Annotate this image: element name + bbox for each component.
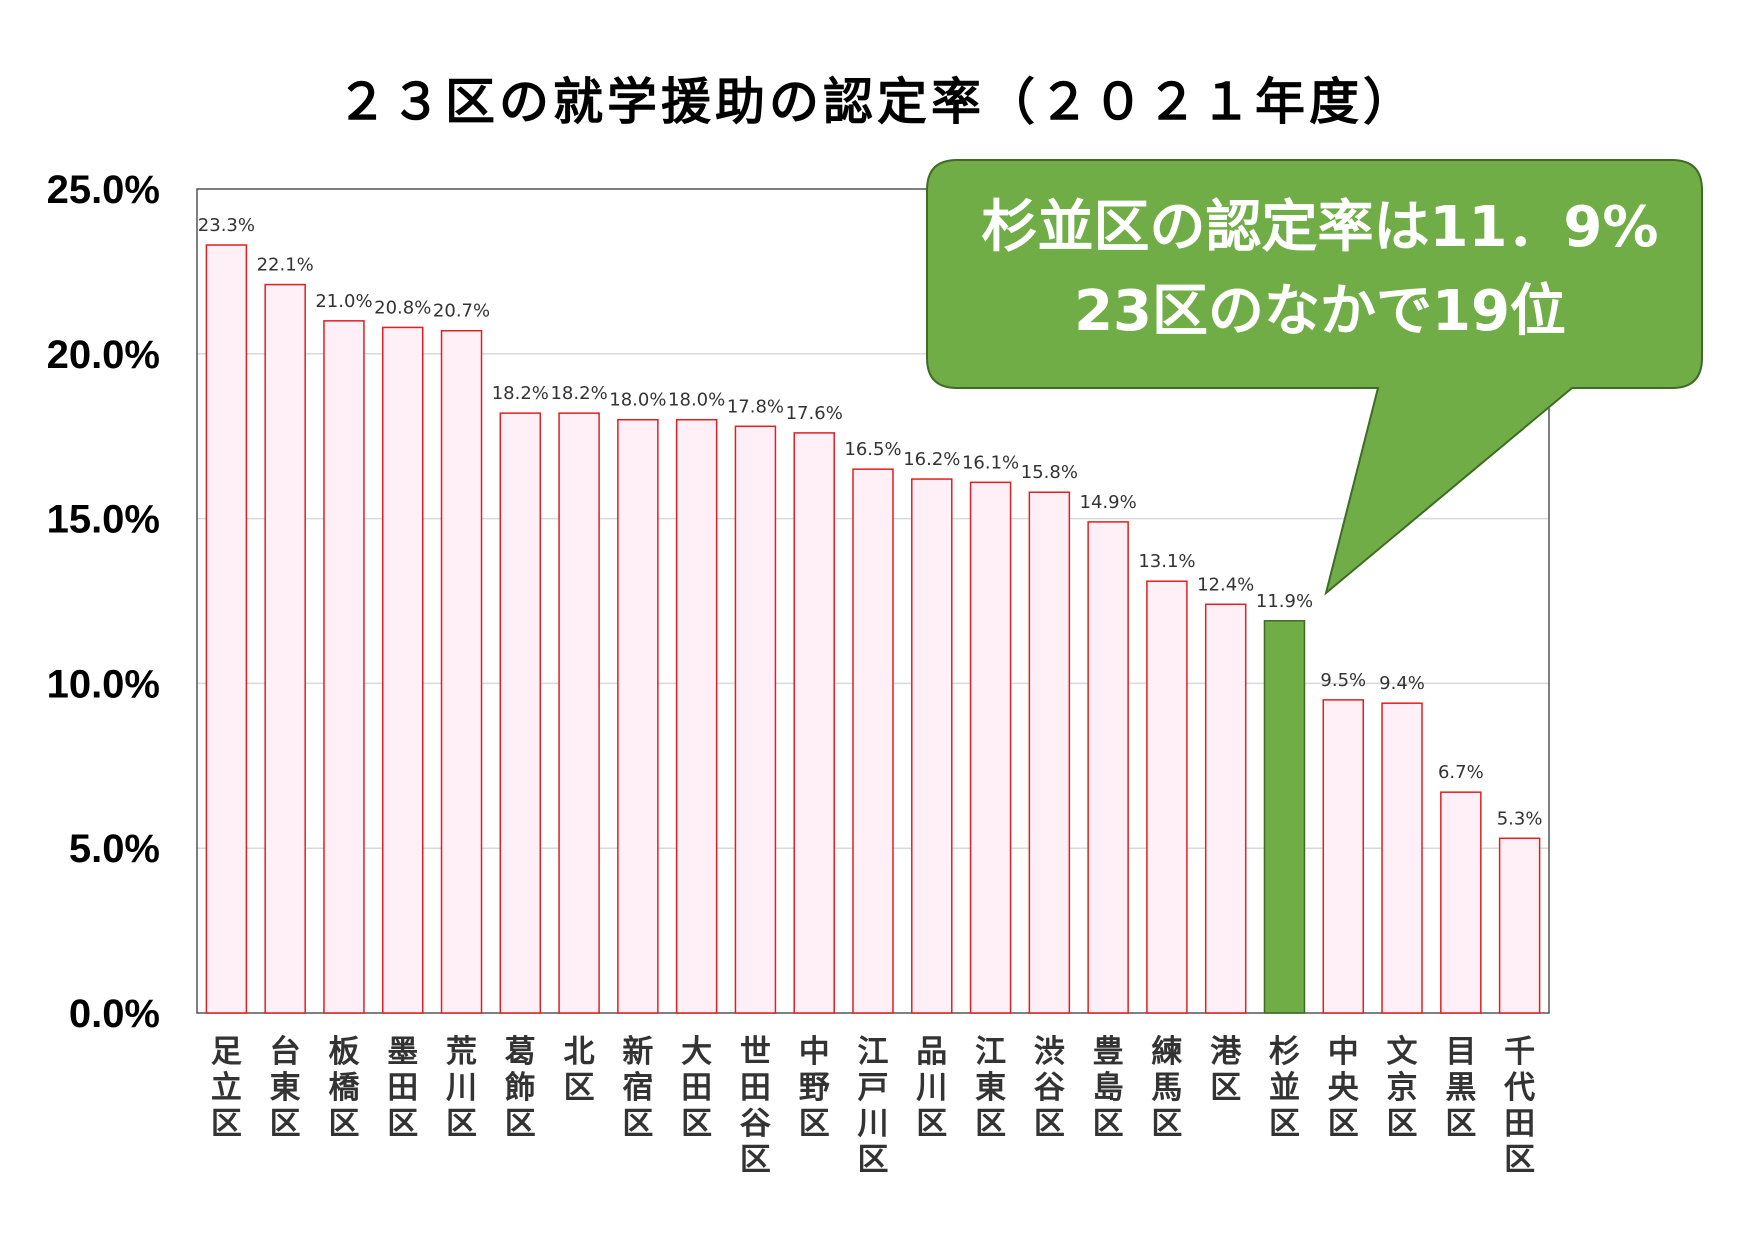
x-tick-label: 足立区 — [211, 1034, 242, 1142]
bar — [205, 244, 248, 1014]
data-label: 12.4% — [1197, 574, 1254, 595]
x-tick-label: 江東区 — [975, 1034, 1006, 1142]
data-label: 22.1% — [257, 255, 314, 276]
bar — [1204, 603, 1247, 1014]
bar — [1087, 521, 1129, 1014]
bar — [558, 412, 600, 1014]
data-label: 16.2% — [903, 449, 960, 470]
x-tick-label: 豊島区 — [1093, 1034, 1124, 1142]
y-tick-label: 5.0% — [69, 827, 160, 871]
x-axis-labels: 足立区台東区板橋区墨田区荒川区葛飾区北区新宿区大田区世田谷区中野区江戸川区品川区… — [211, 1034, 1535, 1178]
bar — [911, 478, 953, 1014]
bar — [1498, 837, 1541, 1014]
data-label: 16.5% — [844, 439, 901, 460]
data-label: 18.2% — [550, 383, 607, 404]
bar — [1440, 791, 1482, 1014]
bar — [617, 418, 659, 1014]
x-tick-label: 墨田区 — [387, 1034, 418, 1142]
data-label: 11.9% — [1256, 591, 1313, 612]
y-axis-ticks: 0.0% 5.0% 10.0% 15.0% 20.0% 25.0% — [47, 168, 160, 1036]
data-label: 20.7% — [433, 301, 490, 322]
x-tick-label: 荒川区 — [446, 1034, 477, 1142]
x-tick-label: 目黒区 — [1445, 1034, 1476, 1142]
data-label: 9.4% — [1379, 673, 1425, 694]
data-label: 16.1% — [962, 452, 1019, 473]
data-label: 5.3% — [1497, 808, 1543, 829]
x-tick-label: 中野区 — [799, 1034, 830, 1142]
y-tick-label: 20.0% — [47, 333, 160, 377]
data-label: 20.8% — [374, 297, 431, 318]
bar — [1263, 620, 1306, 1014]
x-tick-label: 港区 — [1210, 1034, 1242, 1106]
bar — [323, 320, 365, 1014]
bar — [969, 481, 1012, 1014]
x-tick-label: 品川区 — [916, 1034, 947, 1142]
x-tick-label: 渋谷区 — [1034, 1034, 1065, 1142]
bar — [793, 432, 835, 1014]
bar — [1322, 699, 1365, 1014]
x-tick-label: 北区 — [564, 1034, 595, 1106]
data-label: 9.5% — [1320, 670, 1366, 691]
bar — [734, 425, 777, 1014]
data-label: 14.9% — [1080, 492, 1137, 513]
x-tick-label: 新宿区 — [622, 1034, 653, 1142]
data-label: 17.8% — [727, 396, 784, 417]
bar — [440, 329, 483, 1014]
bar — [1381, 702, 1423, 1014]
bar — [381, 326, 424, 1014]
callout-bubble — [926, 159, 1703, 596]
bar — [1146, 580, 1188, 1014]
data-label: 18.0% — [609, 390, 666, 411]
x-tick-label: 文京区 — [1387, 1034, 1418, 1142]
data-label: 17.6% — [786, 403, 843, 424]
chart-title: ２３区の就学援助の認定率（２０２１年度） — [337, 73, 1417, 131]
data-label: 23.3% — [198, 215, 255, 236]
x-tick-label: 中央区 — [1328, 1034, 1360, 1142]
data-label: 18.0% — [668, 390, 725, 411]
x-tick-label: 練馬区 — [1151, 1034, 1182, 1142]
bar — [675, 418, 718, 1014]
callout-line-2: 23区のなかで19位 — [1074, 279, 1566, 344]
data-label: 13.1% — [1138, 551, 1195, 572]
y-tick-label: 0.0% — [69, 992, 160, 1036]
x-tick-label: 大田区 — [681, 1034, 712, 1142]
data-label: 15.8% — [1021, 462, 1078, 483]
data-label: 6.7% — [1438, 762, 1484, 783]
bar — [499, 412, 542, 1014]
x-tick-label: 千代田区 — [1503, 1034, 1535, 1178]
x-tick-label: 杉並区 — [1269, 1034, 1300, 1142]
callout-line-1: 杉並区の認定率は11．9% — [981, 195, 1659, 260]
y-tick-label: 10.0% — [47, 662, 160, 706]
x-tick-label: 板橋区 — [328, 1034, 360, 1142]
x-tick-label: 江戸川区 — [858, 1034, 889, 1178]
bar — [264, 283, 306, 1014]
x-tick-label: 台東区 — [270, 1034, 301, 1142]
bar — [1028, 491, 1071, 1014]
data-label: 18.2% — [492, 383, 549, 404]
data-labels: 23.3%22.1%21.0% 20.8% 20.7%18.2% 18.2% 18.0%… — [198, 215, 1543, 829]
data-label: 21.0% — [315, 291, 372, 312]
callout-text: 杉並区の認定率は11．9% 23区のなかで19位 — [940, 186, 1700, 354]
x-tick-label: 葛飾区 — [505, 1034, 536, 1142]
y-tick-label: 15.0% — [47, 498, 160, 542]
y-tick-label: 25.0% — [47, 168, 160, 212]
x-tick-label: 世田谷区 — [740, 1034, 771, 1178]
bar — [852, 468, 894, 1014]
bars — [205, 244, 1541, 1014]
